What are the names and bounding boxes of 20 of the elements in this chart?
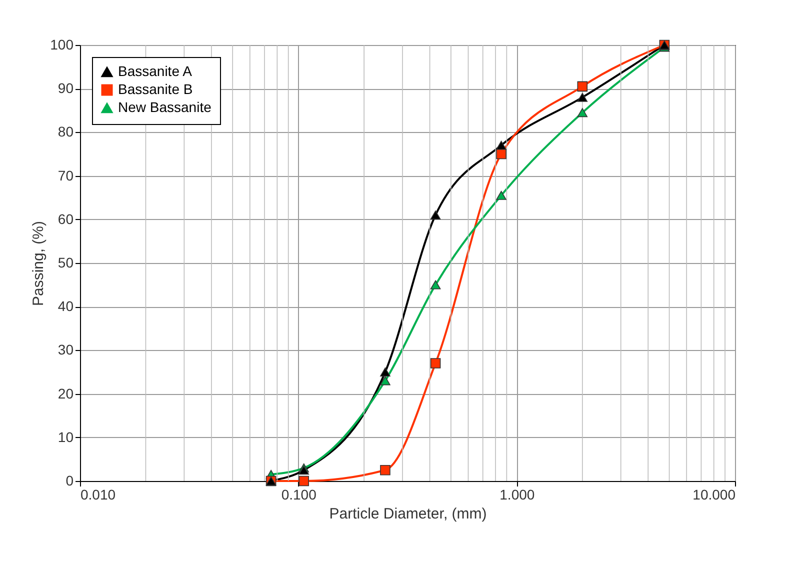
y-tick-label: 40 <box>58 298 74 314</box>
x-tick-label: 0.100 <box>281 486 317 502</box>
y-tick-label: 60 <box>58 210 74 227</box>
y-tick-label: 0 <box>66 472 74 488</box>
x-tick-label: 0.010 <box>80 486 116 502</box>
y-axis-title: Passing, (%) <box>30 220 48 306</box>
y-tick-label: 100 <box>50 36 74 52</box>
legend-label: Bassanite A <box>118 63 193 79</box>
y-tick-label: 10 <box>58 428 74 445</box>
legend-label: New Bassanite <box>118 99 212 115</box>
y-tick-label: 90 <box>58 80 74 96</box>
x-tick-label: 10.000 <box>692 486 736 502</box>
y-tick-label: 70 <box>58 167 74 184</box>
y-tick-label: 30 <box>58 342 74 358</box>
x-axis-title: Particle Diameter, (mm) <box>329 506 487 522</box>
x-tick-label: 1.000 <box>500 486 535 502</box>
y-tick-label: 50 <box>58 254 74 270</box>
legend-label: Bassanite B <box>118 81 193 97</box>
y-tick-label: 20 <box>58 385 74 402</box>
y-tick-label: 80 <box>58 124 74 140</box>
